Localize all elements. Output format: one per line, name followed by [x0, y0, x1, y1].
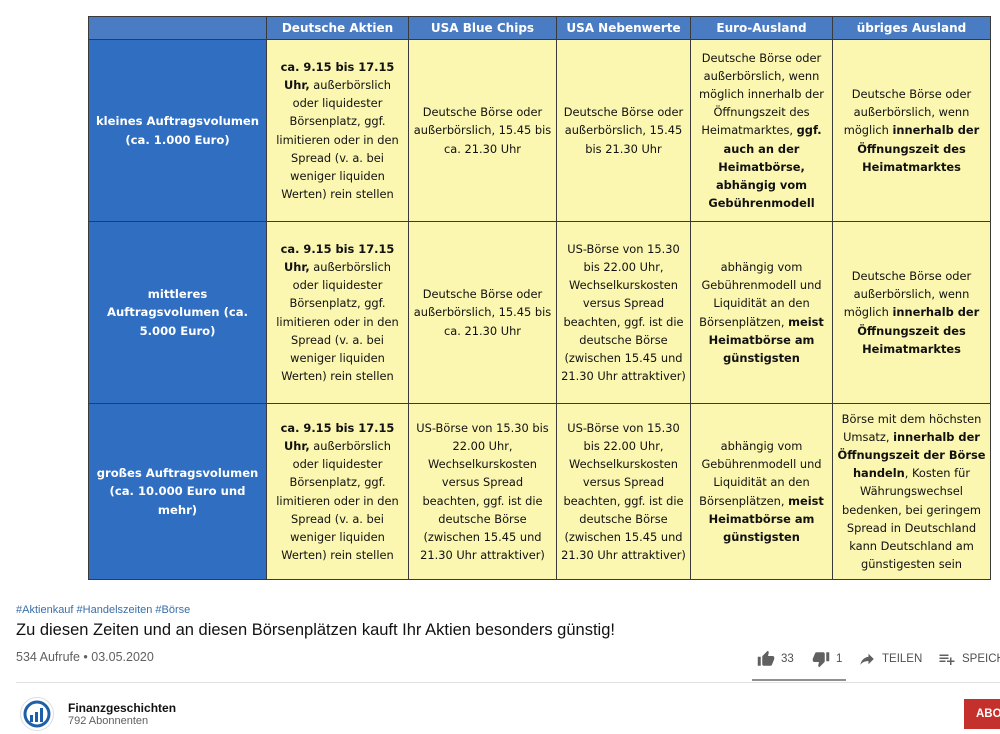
thumbs-up-icon [757, 650, 775, 666]
video-title: Zu diesen Zeiten und an diesen Börsenplä… [16, 621, 615, 639]
trading-hours-table: Deutsche Aktien USA Blue Chips USA Neben… [88, 16, 991, 580]
table-cell: ca. 9.15 bis 17.15 Uhr, außerbörslich od… [266, 403, 409, 580]
video-player-frame[interactable]: Deutsche Aktien USA Blue Chips USA Neben… [0, 0, 1000, 592]
playlist-add-icon [939, 654, 955, 665]
column-header: USA Blue Chips [408, 16, 557, 40]
table-cell: abhängig vom Gebührenmodell und Liquidit… [690, 403, 833, 580]
video-meta-panel [0, 592, 1000, 734]
column-header: Deutsche Aktien [266, 16, 409, 40]
table-cell: Deutsche Börse oder außerbörslich, 15.45… [408, 221, 557, 404]
hashtags[interactable]: #Aktienkauf #Handelszeiten #Börse [16, 604, 191, 616]
share-label: TEILEN [882, 653, 923, 665]
table-cell: Deutsche Börse oder außerbörslich, wenn … [832, 221, 991, 404]
table-cell: Deutsche Börse oder außerbörslich, wenn … [832, 39, 991, 222]
channel-name[interactable]: Finanzgeschichten [68, 701, 177, 715]
views-and-date: 534 Aufrufe • 03.05.2020 [16, 650, 154, 664]
save-label: SPEICHERN [962, 653, 1000, 665]
table-cell: US-Börse von 15.30 bis 22.00 Uhr, Wechse… [408, 403, 557, 580]
column-header: USA Nebenwerte [556, 16, 691, 40]
table-cell: US-Börse von 15.30 bis 22.00 Uhr, Wechse… [556, 221, 691, 404]
like-button[interactable]: 33 [757, 650, 794, 668]
row-header: mittleres Auftragsvolumen (ca. 5.000 Eur… [88, 221, 267, 404]
table-cell: abhängig vom Gebührenmodell und Liquidit… [690, 221, 833, 404]
table-row: kleines Auftragsvolumen (ca. 1.000 Euro)… [88, 39, 991, 222]
table-cell: Börse mit dem höchsten Umsatz, innerhalb… [832, 403, 991, 580]
sentiment-bar [752, 679, 846, 681]
table-cell: ca. 9.15 bis 17.15 Uhr, außerbörslich od… [266, 221, 409, 404]
table-row: mittleres Auftragsvolumen (ca. 5.000 Eur… [88, 221, 991, 404]
column-header: übriges Ausland [832, 16, 991, 40]
like-count: 33 [781, 653, 794, 665]
divider [16, 682, 1000, 683]
table-cell: US-Börse von 15.30 bis 22.00 Uhr, Wechse… [556, 403, 691, 580]
subscribe-button[interactable]: ABO [964, 699, 1000, 729]
table-row: großes Auftragsvolumen (ca. 10.000 Euro … [88, 403, 991, 580]
channel-logo-icon [23, 700, 51, 728]
dislike-button[interactable]: 1 [812, 650, 842, 668]
table-cell: ca. 9.15 bis 17.15 Uhr, außerbörslich od… [266, 39, 409, 222]
share-button[interactable]: TEILEN [858, 650, 922, 668]
thumbs-down-icon [812, 652, 830, 668]
channel-avatar[interactable] [20, 697, 54, 731]
share-arrow-icon [860, 653, 874, 665]
table-cell: Deutsche Börse oder außerbörslich, wenn … [690, 39, 833, 222]
row-header: großes Auftragsvolumen (ca. 10.000 Euro … [88, 403, 267, 580]
row-header: kleines Auftragsvolumen (ca. 1.000 Euro) [88, 39, 267, 222]
save-button[interactable]: SPEICHERN [938, 650, 1000, 668]
column-header: Euro-Ausland [690, 16, 833, 40]
dislike-count: 1 [836, 653, 843, 665]
table-cell: Deutsche Börse oder außerbörslich, 15.45… [556, 39, 691, 222]
table-corner [88, 16, 267, 40]
subscriber-count: 792 Abonnenten [68, 715, 149, 727]
table-cell: Deutsche Börse oder außerbörslich, 15.45… [408, 39, 557, 222]
